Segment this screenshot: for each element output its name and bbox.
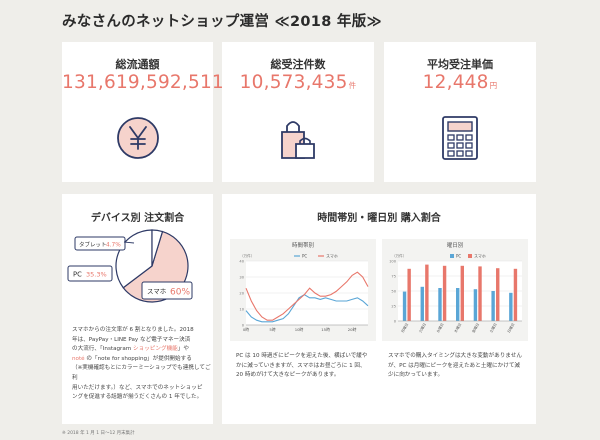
kpi-card-average-order: 平均受注単価 12,448円 xyxy=(384,42,536,182)
tablet-label-pointer xyxy=(123,241,135,244)
x-tick-label: 15時 xyxy=(321,327,330,332)
x-tick-label: 木曜日 xyxy=(453,322,463,334)
legend-label: スマホ xyxy=(326,254,338,259)
bar-smartphone xyxy=(442,265,447,321)
y-tick-label: 40 xyxy=(239,260,244,264)
series-line-pc xyxy=(245,293,369,323)
time-share-card: 時間帯別・曜日別 購入割合 時間帯別 0 10 20 30 40 （万件） 0時 5時 10時 1… xyxy=(222,194,536,424)
pc-value: 35.3% xyxy=(86,271,107,279)
kpi-value: 131,619,592,511円 xyxy=(62,72,232,93)
y-tick-label: 100 xyxy=(389,260,397,264)
x-tick-label: 20時 xyxy=(348,327,357,332)
page-title: みなさんのネットショップ運営 ≪2018 年版≫ xyxy=(62,14,383,30)
yen-coin-icon xyxy=(116,117,159,159)
hourly-description: PC は 10 時過ぎにピークを迎えた後、横ばいで緩や かに減っていきますが、ス… xyxy=(236,353,368,379)
calculator-icon xyxy=(442,116,478,160)
weekday-description: スマホでの購入タイミングは大きな変動がありません が、PC は月曜にピークを迎え… xyxy=(388,353,522,379)
shopping-bag-icon xyxy=(281,121,315,159)
y-axis-label: （万件） xyxy=(240,253,254,258)
smartphone-value: 60% xyxy=(170,288,190,298)
weekday-chart-title: 曜日別 xyxy=(446,243,464,249)
pie-slice-tablet xyxy=(151,229,164,267)
x-tick-label: 0時 xyxy=(243,327,249,332)
kpi-label: 総受注件数 xyxy=(270,58,326,71)
x-tick-label: 10時 xyxy=(295,327,304,332)
device-share-card: デバイス別 注文割合 タブレット 4.7% PC 35.3% スマホ 60% ス… xyxy=(62,194,213,424)
legend-label: スマホ xyxy=(474,254,486,259)
x-tick-label: 火曜日 xyxy=(417,322,427,334)
section-title: デバイス別 注文割合 xyxy=(90,213,185,224)
kpi-card-total-sales: 総流通額 131,619,592,511円 xyxy=(62,42,232,182)
bar-pc xyxy=(456,288,460,321)
hourly-chart-title: 時間帯別 xyxy=(291,243,314,249)
kpi-value: 12,448円 xyxy=(422,72,498,93)
kpi-label: 総流通額 xyxy=(115,58,160,71)
pc-label: PC xyxy=(73,271,82,279)
bar-pc xyxy=(402,291,407,321)
legend-swatch xyxy=(468,254,472,258)
legend-label: PC xyxy=(302,254,307,259)
smartphone-label-box xyxy=(141,281,193,300)
x-tick-label: 月曜日 xyxy=(400,322,410,334)
y-tick-label: 10 xyxy=(239,308,244,312)
smartphone-label: スマホ xyxy=(147,288,167,296)
hourly-chart-panel: 時間帯別 0 10 20 30 40 （万件） 0時 5時 10時 15時 20時 PC スマホ xyxy=(230,239,376,341)
tablet-label-box xyxy=(74,236,126,251)
legend-label: PC xyxy=(456,254,461,259)
kpi-card-total-orders: 総受注件数 10,573,435件 xyxy=(222,42,374,182)
y-tick-label: 0 xyxy=(394,320,397,324)
bar-smartphone xyxy=(513,268,518,321)
x-tick-label: 5時 xyxy=(269,327,275,332)
weekday-chart-panel: 曜日別 0 25 50 75 100 （万件） 月曜日 火曜日 水曜日 木曜日 金曜日 土曜日 日曜日 P… xyxy=(382,239,528,341)
x-tick-label: 土曜日 xyxy=(488,322,498,334)
y-axis-label: （万件） xyxy=(392,253,406,258)
y-tick-label: 75 xyxy=(391,275,396,279)
footnote: ※ 2018 年 1 月 1 日～12 月末集計 xyxy=(62,431,135,436)
bar-smartphone xyxy=(478,266,482,321)
kpi-label: 平均受注単価 xyxy=(427,58,493,71)
y-tick-label: 0 xyxy=(242,324,245,328)
bar-smartphone xyxy=(425,264,429,321)
y-tick-label: 50 xyxy=(391,290,396,294)
tablet-value: 4.7% xyxy=(106,243,121,249)
series-line-smartphone xyxy=(245,271,369,321)
hourly-line-chart: 0 10 20 30 40 （万件） 0時 5時 10時 15時 20時 PC スマホ xyxy=(239,253,369,332)
device-pie-chart: タブレット 4.7% PC 35.3% スマホ 60% xyxy=(67,229,193,303)
weekday-bar-chart: 0 25 50 75 100 （万件） 月曜日 火曜日 水曜日 木曜日 金曜日 土曜日 日曜日 PC スマホ xyxy=(389,253,522,334)
bar-smartphone xyxy=(496,268,500,321)
x-tick-label: 日曜日 xyxy=(507,323,516,334)
x-tick-label: 水曜日 xyxy=(435,322,445,334)
pc-label-box xyxy=(67,265,113,282)
bar-pc xyxy=(473,289,478,321)
legend-swatch xyxy=(450,254,454,258)
bar-pc xyxy=(438,288,442,321)
y-tick-label: 30 xyxy=(239,276,244,280)
bar-pc xyxy=(420,286,424,321)
y-tick-label: 20 xyxy=(239,292,244,296)
y-tick-label: 25 xyxy=(391,305,396,309)
bar-pc xyxy=(491,291,495,321)
bar-smartphone xyxy=(460,265,464,321)
tablet-label: タブレット xyxy=(79,241,107,249)
device-description: スマホからの注文率が 6 割となりました。2018 年は、PayPay・LINE… xyxy=(72,327,211,401)
kpi-value: 10,573,435件 xyxy=(239,72,357,93)
bar-pc xyxy=(509,292,513,321)
section-title: 時間帯別・曜日別 購入割合 xyxy=(317,213,441,224)
bar-smartphone xyxy=(407,268,411,321)
x-tick-label: 金曜日 xyxy=(471,322,481,334)
